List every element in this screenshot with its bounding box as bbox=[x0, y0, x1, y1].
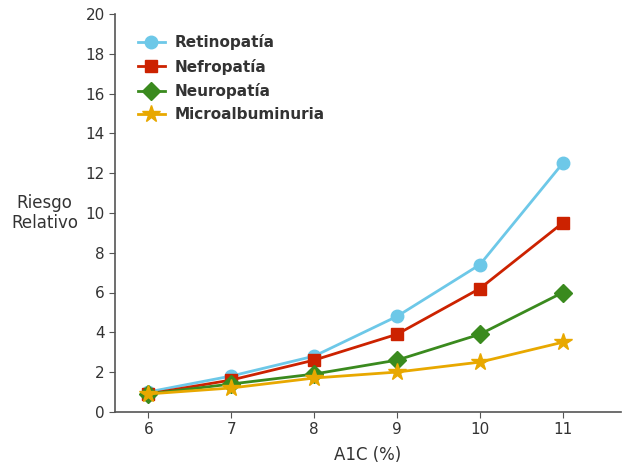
Microalbuminuria bbox=[476, 359, 484, 365]
Text: Riesgo
Relativo: Riesgo Relativo bbox=[11, 194, 78, 232]
Legend: Retinopatía, Nefropatía, Neuropatía, Microalbuminuria: Retinopatía, Nefropatía, Neuropatía, Mic… bbox=[133, 29, 329, 127]
Microalbuminuria bbox=[559, 339, 566, 345]
Neuropatía bbox=[310, 371, 318, 377]
Line: Retinopatía: Retinopatía bbox=[142, 157, 569, 398]
Retinopatía bbox=[227, 373, 235, 379]
Retinopatía bbox=[476, 262, 484, 267]
Neuropatía bbox=[559, 290, 566, 295]
Nefropatía bbox=[559, 220, 566, 226]
Neuropatía bbox=[393, 358, 401, 363]
Microalbuminuria bbox=[145, 391, 152, 397]
Microalbuminuria bbox=[393, 369, 401, 375]
Retinopatía bbox=[145, 389, 152, 395]
Nefropatía bbox=[145, 391, 152, 397]
Line: Neuropatía: Neuropatía bbox=[142, 286, 569, 400]
Neuropatía bbox=[476, 331, 484, 337]
Nefropatía bbox=[227, 377, 235, 383]
Retinopatía bbox=[559, 161, 566, 166]
Microalbuminuria bbox=[227, 385, 235, 391]
Nefropatía bbox=[393, 331, 401, 337]
Line: Nefropatía: Nefropatía bbox=[142, 217, 569, 400]
Retinopatía bbox=[310, 353, 318, 359]
Retinopatía bbox=[393, 314, 401, 319]
Nefropatía bbox=[476, 285, 484, 291]
X-axis label: A1C (%): A1C (%) bbox=[334, 446, 402, 464]
Microalbuminuria bbox=[310, 375, 318, 381]
Neuropatía bbox=[145, 391, 152, 397]
Nefropatía bbox=[310, 358, 318, 363]
Line: Microalbuminuria: Microalbuminuria bbox=[140, 333, 572, 403]
Neuropatía bbox=[227, 381, 235, 387]
